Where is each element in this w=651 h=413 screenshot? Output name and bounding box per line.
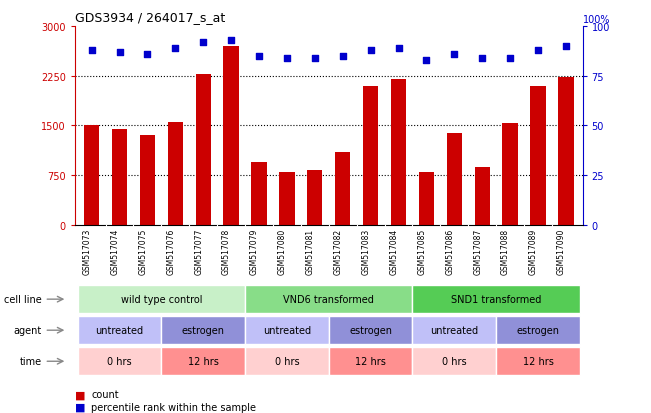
- Point: [393, 45, 404, 52]
- Text: untreated: untreated: [430, 325, 478, 335]
- Text: GSM517079: GSM517079: [250, 228, 259, 274]
- Bar: [251, 162, 267, 225]
- FancyBboxPatch shape: [77, 347, 161, 375]
- Text: 100%: 100%: [583, 15, 610, 25]
- Text: GDS3934 / 264017_s_at: GDS3934 / 264017_s_at: [75, 11, 225, 24]
- Text: GSM517078: GSM517078: [222, 228, 231, 274]
- FancyBboxPatch shape: [496, 347, 580, 375]
- Bar: [307, 170, 322, 225]
- Text: percentile rank within the sample: percentile rank within the sample: [91, 402, 256, 412]
- Point: [561, 43, 571, 50]
- Bar: [558, 78, 574, 225]
- Text: GSM517073: GSM517073: [83, 228, 92, 274]
- Text: 12 hrs: 12 hrs: [523, 356, 553, 366]
- Point: [449, 51, 460, 58]
- Text: time: time: [20, 356, 42, 366]
- Bar: [223, 47, 239, 225]
- Bar: [140, 136, 155, 225]
- Bar: [335, 152, 350, 225]
- FancyBboxPatch shape: [245, 285, 413, 313]
- Bar: [503, 124, 518, 225]
- Text: count: count: [91, 389, 118, 399]
- Text: estrogen: estrogen: [516, 325, 559, 335]
- FancyBboxPatch shape: [245, 316, 329, 344]
- FancyBboxPatch shape: [161, 347, 245, 375]
- Text: GSM517084: GSM517084: [389, 228, 398, 274]
- Bar: [168, 123, 183, 225]
- FancyBboxPatch shape: [245, 347, 329, 375]
- FancyBboxPatch shape: [77, 316, 161, 344]
- Text: GSM517081: GSM517081: [306, 228, 315, 274]
- Point: [254, 53, 264, 60]
- Point: [142, 51, 152, 58]
- FancyBboxPatch shape: [496, 316, 580, 344]
- Text: GSM517075: GSM517075: [139, 228, 147, 274]
- Point: [337, 53, 348, 60]
- FancyBboxPatch shape: [413, 347, 496, 375]
- Text: agent: agent: [14, 325, 42, 335]
- Text: GSM517076: GSM517076: [166, 228, 175, 274]
- Text: GSM517087: GSM517087: [473, 228, 482, 274]
- Text: ■: ■: [75, 402, 85, 412]
- Point: [505, 55, 516, 62]
- Point: [115, 49, 125, 56]
- Text: GSM517088: GSM517088: [501, 228, 510, 274]
- Text: SND1 transformed: SND1 transformed: [451, 294, 542, 304]
- Bar: [279, 172, 294, 225]
- Text: estrogen: estrogen: [349, 325, 392, 335]
- Text: VND6 transformed: VND6 transformed: [283, 294, 374, 304]
- Bar: [475, 168, 490, 225]
- Point: [477, 55, 488, 62]
- Text: estrogen: estrogen: [182, 325, 225, 335]
- Text: untreated: untreated: [96, 325, 144, 335]
- Text: GSM517080: GSM517080: [278, 228, 287, 274]
- FancyBboxPatch shape: [413, 316, 496, 344]
- Point: [421, 57, 432, 64]
- FancyBboxPatch shape: [77, 285, 245, 313]
- Text: wild type control: wild type control: [120, 294, 202, 304]
- Bar: [112, 129, 127, 225]
- Bar: [363, 86, 378, 225]
- Bar: [531, 86, 546, 225]
- Text: 0 hrs: 0 hrs: [107, 356, 132, 366]
- Bar: [391, 80, 406, 225]
- FancyBboxPatch shape: [413, 285, 580, 313]
- Text: ■: ■: [75, 389, 85, 399]
- Bar: [419, 173, 434, 225]
- Text: 12 hrs: 12 hrs: [355, 356, 386, 366]
- Point: [170, 45, 180, 52]
- Point: [198, 39, 208, 46]
- FancyBboxPatch shape: [161, 316, 245, 344]
- Point: [87, 47, 97, 54]
- Point: [226, 38, 236, 44]
- Bar: [195, 75, 211, 225]
- Text: untreated: untreated: [263, 325, 311, 335]
- Text: 12 hrs: 12 hrs: [187, 356, 219, 366]
- Text: GSM517083: GSM517083: [361, 228, 370, 274]
- Point: [282, 55, 292, 62]
- Text: GSM517074: GSM517074: [111, 228, 120, 274]
- FancyBboxPatch shape: [329, 347, 413, 375]
- Point: [533, 47, 543, 54]
- Text: GSM517090: GSM517090: [557, 228, 566, 274]
- Text: GSM517082: GSM517082: [334, 228, 342, 274]
- Text: GSM517077: GSM517077: [194, 228, 203, 274]
- Point: [365, 47, 376, 54]
- Text: 0 hrs: 0 hrs: [442, 356, 467, 366]
- Point: [310, 55, 320, 62]
- FancyBboxPatch shape: [329, 316, 413, 344]
- Text: cell line: cell line: [4, 294, 42, 304]
- Bar: [447, 134, 462, 225]
- Text: GSM517089: GSM517089: [529, 228, 538, 274]
- Text: 0 hrs: 0 hrs: [275, 356, 299, 366]
- Bar: [84, 126, 99, 225]
- Text: GSM517085: GSM517085: [417, 228, 426, 274]
- Text: GSM517086: GSM517086: [445, 228, 454, 274]
